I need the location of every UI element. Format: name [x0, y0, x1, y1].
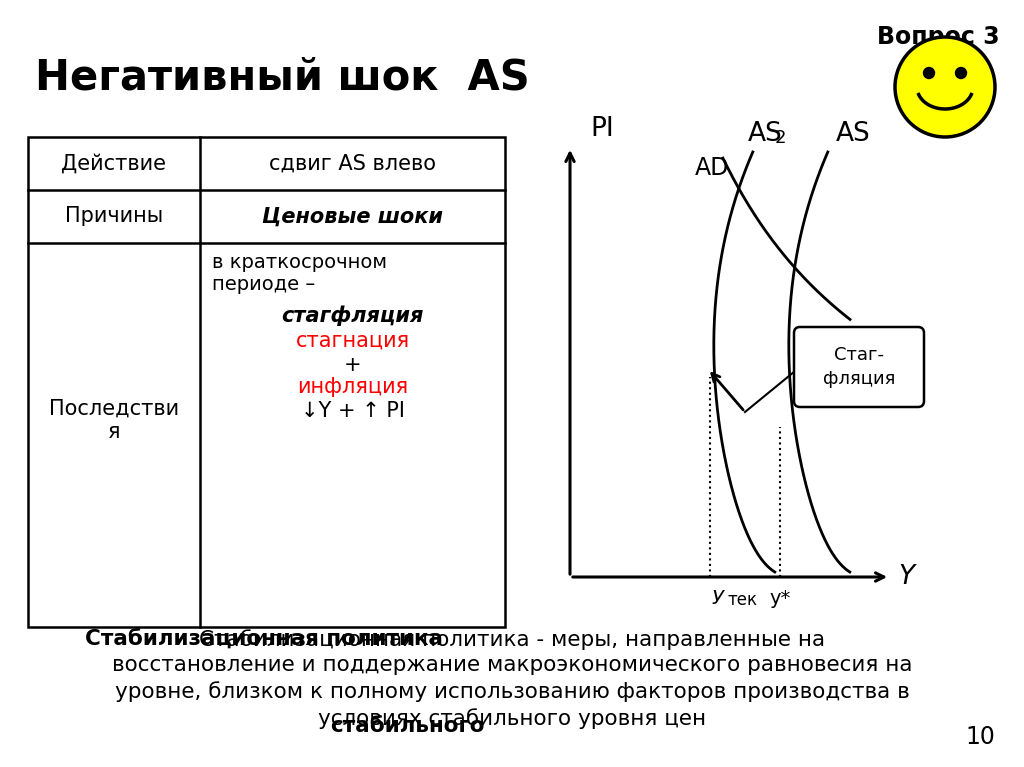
- Text: Вопрос 3: Вопрос 3: [878, 25, 1000, 49]
- Text: стагфляция: стагфляция: [282, 305, 424, 325]
- Text: периоде –: периоде –: [212, 275, 315, 294]
- Text: инфляция: инфляция: [297, 377, 408, 397]
- Text: Негативный шок  AS: Негативный шок AS: [35, 57, 529, 99]
- Text: стагнация: стагнация: [296, 331, 410, 351]
- Text: в краткосрочном: в краткосрочном: [212, 253, 387, 272]
- Circle shape: [955, 67, 967, 78]
- Text: У: У: [712, 589, 724, 608]
- Text: сдвиг AS влево: сдвиг AS влево: [269, 153, 436, 173]
- Text: у*: у*: [769, 589, 791, 608]
- Text: AS: AS: [748, 121, 782, 147]
- Text: AD: AD: [695, 156, 730, 180]
- Text: AS: AS: [836, 121, 870, 147]
- Circle shape: [924, 67, 935, 78]
- Text: +: +: [344, 355, 361, 375]
- Circle shape: [895, 37, 995, 137]
- Text: Последстви
я: Последстви я: [49, 398, 179, 442]
- Text: стабильного: стабильного: [330, 716, 484, 736]
- Text: 10: 10: [966, 725, 995, 749]
- Text: Причины: Причины: [65, 206, 163, 226]
- Text: PI: PI: [590, 116, 613, 142]
- Text: Стабилизационная политика - меры, направленные на
восстановление и поддержание м: Стабилизационная политика - меры, направ…: [112, 629, 912, 729]
- Text: ↓Y + ↑ PI: ↓Y + ↑ PI: [301, 401, 404, 421]
- Text: тек: тек: [727, 591, 757, 609]
- Bar: [28, 137, 505, 627]
- Text: 2: 2: [775, 129, 786, 147]
- Text: Действие: Действие: [61, 153, 167, 173]
- Text: Y: Y: [898, 564, 914, 590]
- Text: Ценовые шоки: Ценовые шоки: [262, 206, 443, 226]
- FancyBboxPatch shape: [794, 327, 924, 407]
- Text: Стаг-
фляция: Стаг- фляция: [823, 346, 895, 388]
- Text: Стабилизационная политика: Стабилизационная политика: [85, 629, 443, 650]
